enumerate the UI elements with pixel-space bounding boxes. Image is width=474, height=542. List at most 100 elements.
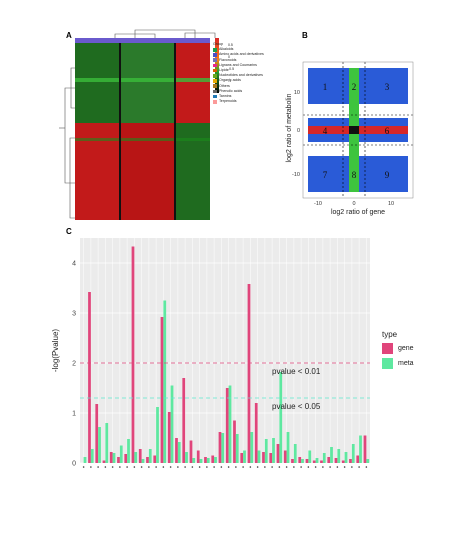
bar-meta (243, 450, 246, 463)
group-label: Alkaloids (219, 47, 234, 52)
x-tick-mark (90, 466, 92, 468)
y-tick-label: 1 (72, 411, 76, 418)
region-number: 4 (323, 126, 328, 136)
group-legend-item: Others (213, 84, 264, 89)
group-label: Lignans and Coumarins (219, 62, 257, 67)
bar-gene (117, 457, 120, 463)
scale-tick-1: 0 (228, 55, 230, 59)
group-swatch (213, 48, 217, 52)
bar-gene (196, 450, 200, 463)
x-tick-mark (365, 466, 368, 468)
bar-gene (102, 460, 106, 463)
x-tick-mark (148, 466, 150, 468)
bar-gene (109, 452, 113, 463)
bar-meta (214, 457, 217, 463)
x-tick-mark (97, 466, 99, 468)
bar-meta (221, 433, 225, 463)
bar-gene (167, 412, 171, 463)
bar-meta (272, 438, 275, 463)
x-tick-mark (285, 466, 288, 468)
group-legend-item: Alkaloids (213, 47, 264, 52)
bar-meta (119, 445, 123, 463)
bar-meta (112, 453, 116, 463)
bar-gene (312, 460, 316, 463)
x-tick-mark (322, 466, 324, 468)
bar-meta (301, 459, 304, 463)
x-tick-mark (300, 466, 302, 468)
scale-tick-2: -0.5 (228, 67, 235, 71)
bar-gene (218, 432, 222, 463)
bar-gene (327, 457, 331, 463)
bar-meta (235, 434, 239, 463)
bar-meta (206, 458, 210, 463)
x-tick-mark (235, 466, 237, 468)
bar-gene (320, 460, 323, 463)
group-label: Organic acids (219, 78, 241, 83)
y-tick-label: 10 (294, 90, 300, 96)
bar-gene (160, 317, 164, 463)
group-label: Nucleotides and derivatives (219, 73, 263, 78)
x-tick-mark (314, 466, 317, 468)
x-tick-mark (206, 466, 208, 468)
y-axis-label: -log(Pvalue) (51, 329, 60, 372)
bar-meta (148, 449, 152, 463)
group-swatch (213, 84, 217, 88)
y-tick-label: 0 (72, 461, 76, 468)
bar-gene (211, 455, 215, 463)
group-swatch (213, 100, 217, 104)
bar-meta (177, 442, 181, 463)
bar-gene (225, 388, 229, 463)
bar-gene (269, 453, 273, 463)
group-legend-item: Phenolic acids (213, 89, 264, 94)
group-swatch (213, 89, 217, 94)
group-swatch (213, 53, 217, 57)
x-tick-mark (307, 466, 310, 468)
x-tick-mark (336, 466, 339, 468)
bar-meta (344, 452, 348, 463)
bar-meta (163, 300, 167, 463)
group-label: Terpenoids (219, 99, 237, 104)
bar-meta (308, 450, 312, 463)
bar-meta (127, 439, 130, 463)
x-tick-mark (184, 466, 186, 468)
y-tick-label: 3 (72, 311, 76, 318)
bar-gene (189, 440, 193, 463)
x-tick-mark (278, 466, 281, 468)
region-number: 2 (352, 82, 357, 92)
legend-meta-label: meta (398, 360, 414, 367)
x-tick-mark (155, 466, 157, 468)
group-label: Tannins (219, 94, 232, 99)
bar-meta (250, 432, 254, 463)
y-tick-label: 0 (297, 128, 300, 134)
group-legend-item: Organic acids (213, 78, 264, 83)
y-tick-label: 2 (72, 361, 76, 368)
bar-gene (240, 453, 244, 463)
x-tick-mark (198, 466, 201, 468)
group-swatch (213, 68, 217, 73)
region-number: 6 (385, 126, 390, 136)
bar-gene (247, 284, 251, 463)
quadrant-background (308, 68, 408, 192)
plot-panel (80, 238, 370, 463)
x-tick-mark (256, 466, 259, 468)
x-tick-mark (343, 466, 346, 468)
x-tick-mark (329, 466, 331, 468)
region-number: 1 (323, 82, 328, 92)
x-tick-mark (213, 466, 215, 468)
bar-meta (337, 449, 341, 463)
nine-quadrant-ylabel: log2 ratio of metabolin (286, 93, 293, 162)
group-label: Others (219, 83, 230, 88)
legend-gene: gene (382, 343, 414, 354)
bar-gene (182, 378, 186, 463)
group-legend-item: Flavonoids (213, 58, 264, 63)
bar-gene (254, 403, 258, 463)
x-tick-mark (126, 466, 128, 468)
bar-gene (204, 457, 207, 463)
bar-gene (334, 458, 338, 463)
bar-gene (131, 246, 135, 463)
bar-meta (322, 453, 326, 463)
bar-meta (98, 427, 101, 463)
group-label: Amino acids and derivatives (219, 52, 264, 57)
meta-swatch (382, 358, 393, 369)
bar-meta (315, 458, 319, 463)
